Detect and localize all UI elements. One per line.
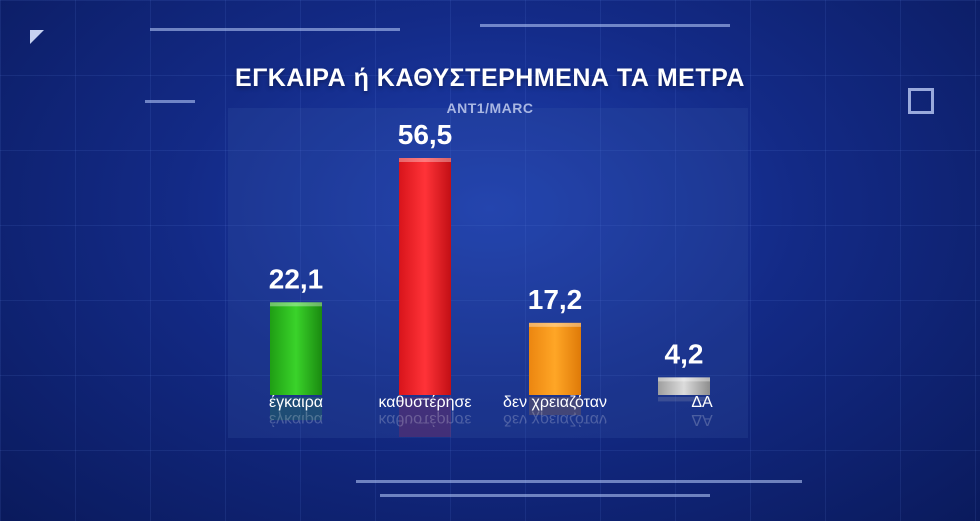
value-label: 56,5 <box>398 119 453 150</box>
corner-triangle-icon <box>30 30 44 44</box>
category-label-reflection: καθυστέρησε <box>378 411 471 428</box>
bar-reflection <box>270 397 322 421</box>
bar-2 <box>529 322 581 395</box>
bar-0 <box>270 302 322 395</box>
category-label: έγκαιρα <box>269 394 323 411</box>
value-label: 17,2 <box>528 284 583 315</box>
category-label: ΔΑ <box>691 394 713 411</box>
chart-source: ANT1/MARC <box>446 100 534 116</box>
bar-top-highlight <box>529 322 581 327</box>
category-label: καθυστέρησε <box>378 394 471 411</box>
chart-title: ΕΓΚΑΙΡΑ ή ΚΑΘΥΣΤΕΡΗΜΕΝΑ ΤΑ ΜΕΤΡΑ <box>235 64 745 92</box>
decor-line <box>356 480 802 483</box>
category-label-reflection: έγκαιρα <box>269 411 323 428</box>
square-outline-icon <box>908 88 934 114</box>
decor-line <box>480 24 730 27</box>
bar-1 <box>399 158 451 395</box>
bar-top-highlight <box>399 158 451 162</box>
category-label: δεν χρειαζόταν <box>503 394 607 411</box>
bar-top-highlight <box>270 302 322 307</box>
bar-3 <box>658 377 710 395</box>
bar-reflection <box>658 397 710 402</box>
value-label: 22,1 <box>269 263 324 294</box>
bar-top-highlight <box>658 377 710 382</box>
bar-reflection <box>529 397 581 416</box>
decor-line <box>145 100 195 103</box>
value-label: 4,2 <box>665 338 704 369</box>
decor-line <box>150 28 400 31</box>
decor-line <box>380 494 710 497</box>
category-label-reflection: ΔΑ <box>691 411 713 428</box>
category-label-reflection: δεν χρειαζόταν <box>503 411 607 428</box>
bar-reflection <box>399 397 451 437</box>
